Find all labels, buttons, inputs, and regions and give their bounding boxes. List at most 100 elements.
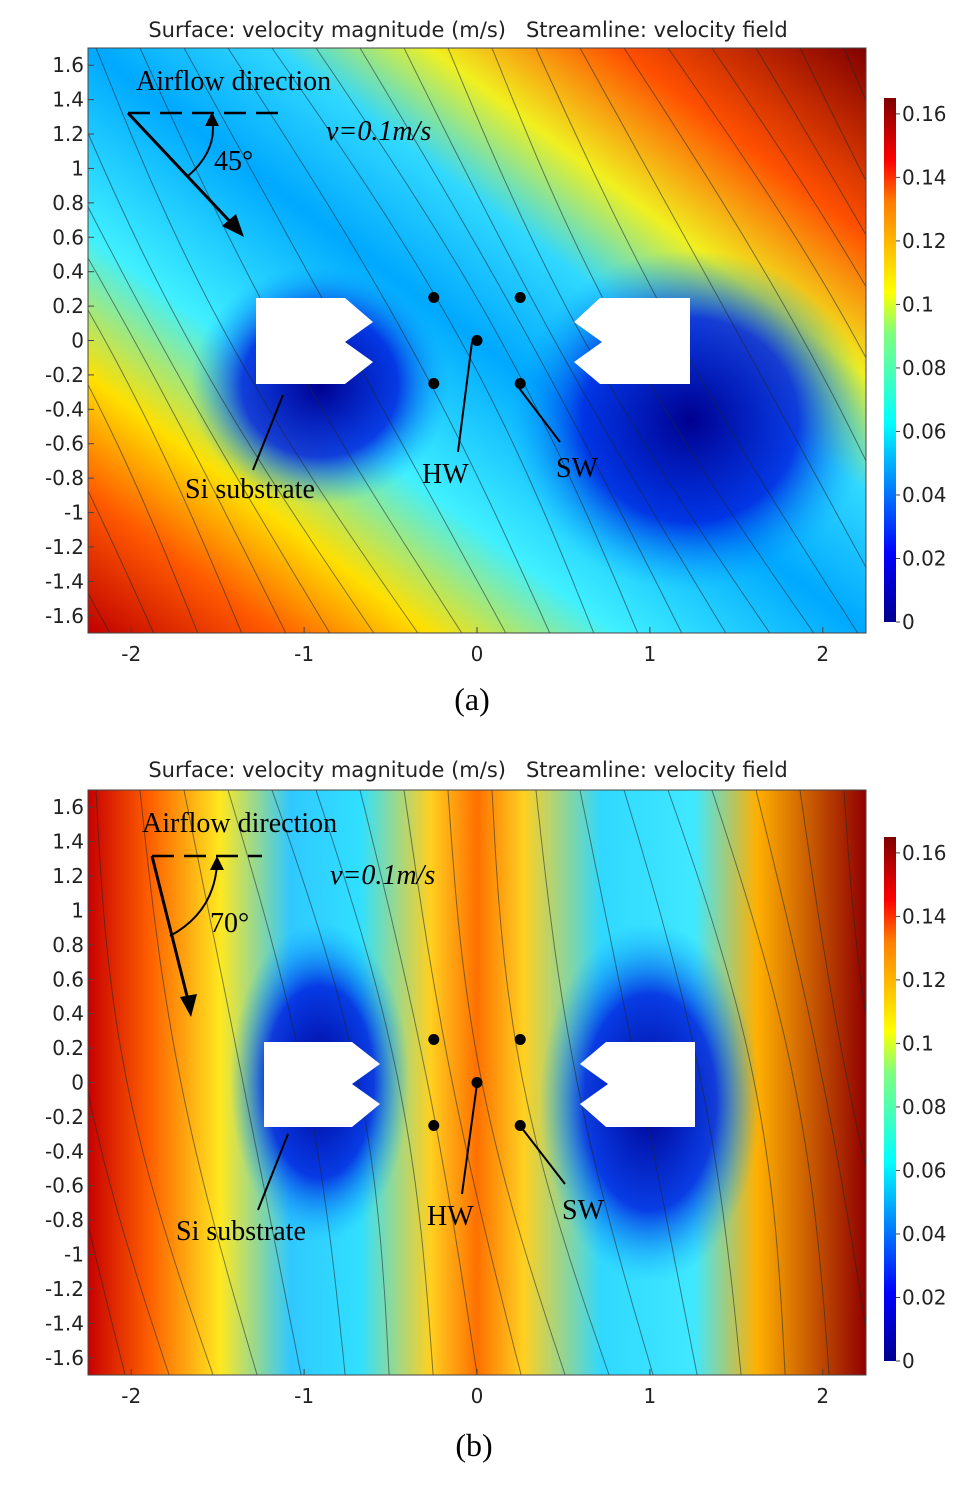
y-tick-label: -0.8 (45, 466, 84, 490)
streamline (95, 48, 419, 633)
airflow-direction-label: Airflow direction (142, 808, 337, 839)
substrate-leader-line (252, 394, 284, 471)
colorbar-tick-label: 0 (902, 610, 915, 634)
hw-label: HW (422, 459, 469, 490)
hw-label: HW (427, 1201, 474, 1232)
wire-point (428, 378, 440, 390)
airflow-arrowhead (222, 214, 244, 237)
sw-label: SW (556, 453, 599, 484)
streamline (88, 205, 331, 633)
velocity-label: v=0.1m/s (326, 116, 431, 147)
streamline (623, 48, 866, 463)
colorbar-tick-label: 0.16 (902, 841, 947, 865)
streamline (843, 790, 866, 1020)
streamline (799, 48, 866, 182)
wire-point (471, 1077, 483, 1088)
wire-points (428, 291, 526, 390)
panel-b: Surface: velocity magnitude (m/s) Stream… (0, 742, 980, 1488)
sw-label: SW (562, 1195, 605, 1226)
streamline (447, 48, 771, 633)
colorbar-tick-label: 0.08 (902, 1095, 947, 1119)
si-substrate-label: Si substrate (185, 474, 315, 505)
streamline (755, 790, 866, 1333)
streamline (88, 131, 375, 633)
y-tick-label: 0.6 (52, 967, 84, 991)
plot-area (88, 38, 980, 638)
y-tick-label: 0.4 (52, 1002, 84, 1026)
streamline (667, 48, 866, 359)
airflow-arrow-shaft (150, 855, 191, 1005)
si-substrate-left (256, 298, 373, 384)
y-tick-label: -0.2 (45, 1105, 84, 1129)
wire-point (428, 1033, 440, 1045)
y-tick-label: -0.4 (45, 397, 84, 421)
panel-label: (a) (454, 681, 490, 717)
streamline (535, 790, 654, 1375)
y-tick-label: 0.6 (52, 225, 84, 249)
y-tick-label: 1.4 (52, 830, 84, 854)
y-tick-label: -1.2 (45, 1277, 84, 1301)
chart-title: Surface: velocity magnitude (m/s) Stream… (148, 758, 787, 782)
airflow-annotation: Airflow direction 70° v=0.1m/s (142, 808, 435, 1017)
y-tick-label: -0.4 (45, 1139, 84, 1163)
streamline (88, 309, 243, 633)
colorbar-tick-label: 0 (902, 1349, 915, 1373)
y-tick-label: 0.2 (52, 1036, 84, 1060)
colorbar-tick-label: 0.14 (902, 165, 947, 189)
x-tick-label: -1 (294, 642, 314, 666)
y-tick-label: 0.4 (52, 260, 84, 284)
y-tick-label: 0.8 (52, 191, 84, 215)
streamline (88, 383, 199, 633)
angle-arc-arrowhead (205, 112, 219, 126)
streamline (227, 48, 551, 633)
colorbar-tick-label: 0.12 (902, 968, 947, 992)
colorbar-tick-label: 0.02 (902, 1285, 947, 1309)
y-tick-label: -0.2 (45, 363, 84, 387)
y-tick-label: -1.4 (45, 1311, 84, 1335)
streamline (88, 257, 287, 633)
streamline (970, 38, 980, 638)
y-tick-label: -1.6 (45, 1346, 84, 1370)
x-tick-label: 1 (644, 1384, 657, 1408)
y-tick-label: 0 (71, 329, 84, 353)
y-tick-label: -1 (64, 1243, 84, 1267)
y-tick-label: -0.6 (45, 1174, 84, 1198)
si-substrate-right (574, 298, 690, 384)
x-tick-label: 1 (644, 642, 657, 666)
angle-label: 45° (214, 146, 253, 177)
velocity-label: v=0.1m/s (330, 860, 435, 891)
streamline (359, 790, 478, 1375)
wire-point (514, 1033, 526, 1045)
airflow-arrowhead (180, 994, 197, 1017)
streamline (95, 790, 214, 1375)
colorbar-tick-label: 0.14 (902, 904, 947, 928)
streamline (88, 1088, 170, 1375)
y-tick-label: -0.8 (45, 1208, 84, 1232)
y-tick-label: 0.8 (52, 933, 84, 957)
streamline (755, 48, 866, 236)
colorbar (884, 837, 896, 1361)
angle-arc (169, 863, 218, 937)
y-tick-label: 1 (71, 898, 84, 922)
substrate-leader-line (257, 1133, 289, 1211)
y-tick-label: 0 (71, 1071, 84, 1095)
x-axis-ticks: -2 -1 0 1 2 (121, 1369, 829, 1408)
wire-point (428, 1120, 440, 1132)
sw-leader-line (520, 1126, 566, 1185)
x-tick-label: -1 (294, 1384, 314, 1408)
streamline (579, 48, 866, 569)
airflow-annotation: Airflow direction 45° v=0.1m/s (126, 66, 431, 237)
streamline (139, 790, 258, 1375)
colorbar-ticks: 0.16 0.14 0.12 0.1 0.08 0.06 0.04 0.02 0 (896, 841, 947, 1373)
panel-a-svg: Surface: velocity magnitude (m/s) Stream… (45, 18, 980, 717)
angle-label: 70° (210, 908, 249, 939)
panel-a: Surface: velocity magnitude (m/s) Stream… (0, 0, 980, 746)
streamline (667, 790, 786, 1375)
streamline (88, 489, 155, 633)
x-tick-label: 0 (471, 642, 484, 666)
x-tick-label: -2 (121, 1384, 141, 1408)
colorbar-ticks: 0.16 0.14 0.12 0.1 0.08 0.06 0.04 0.02 0 (896, 102, 947, 634)
colorbar-tick-label: 0.08 (902, 356, 947, 380)
chart-title: Surface: velocity magnitude (m/s) Stream… (148, 18, 787, 42)
si-substrate-right (580, 1042, 695, 1127)
